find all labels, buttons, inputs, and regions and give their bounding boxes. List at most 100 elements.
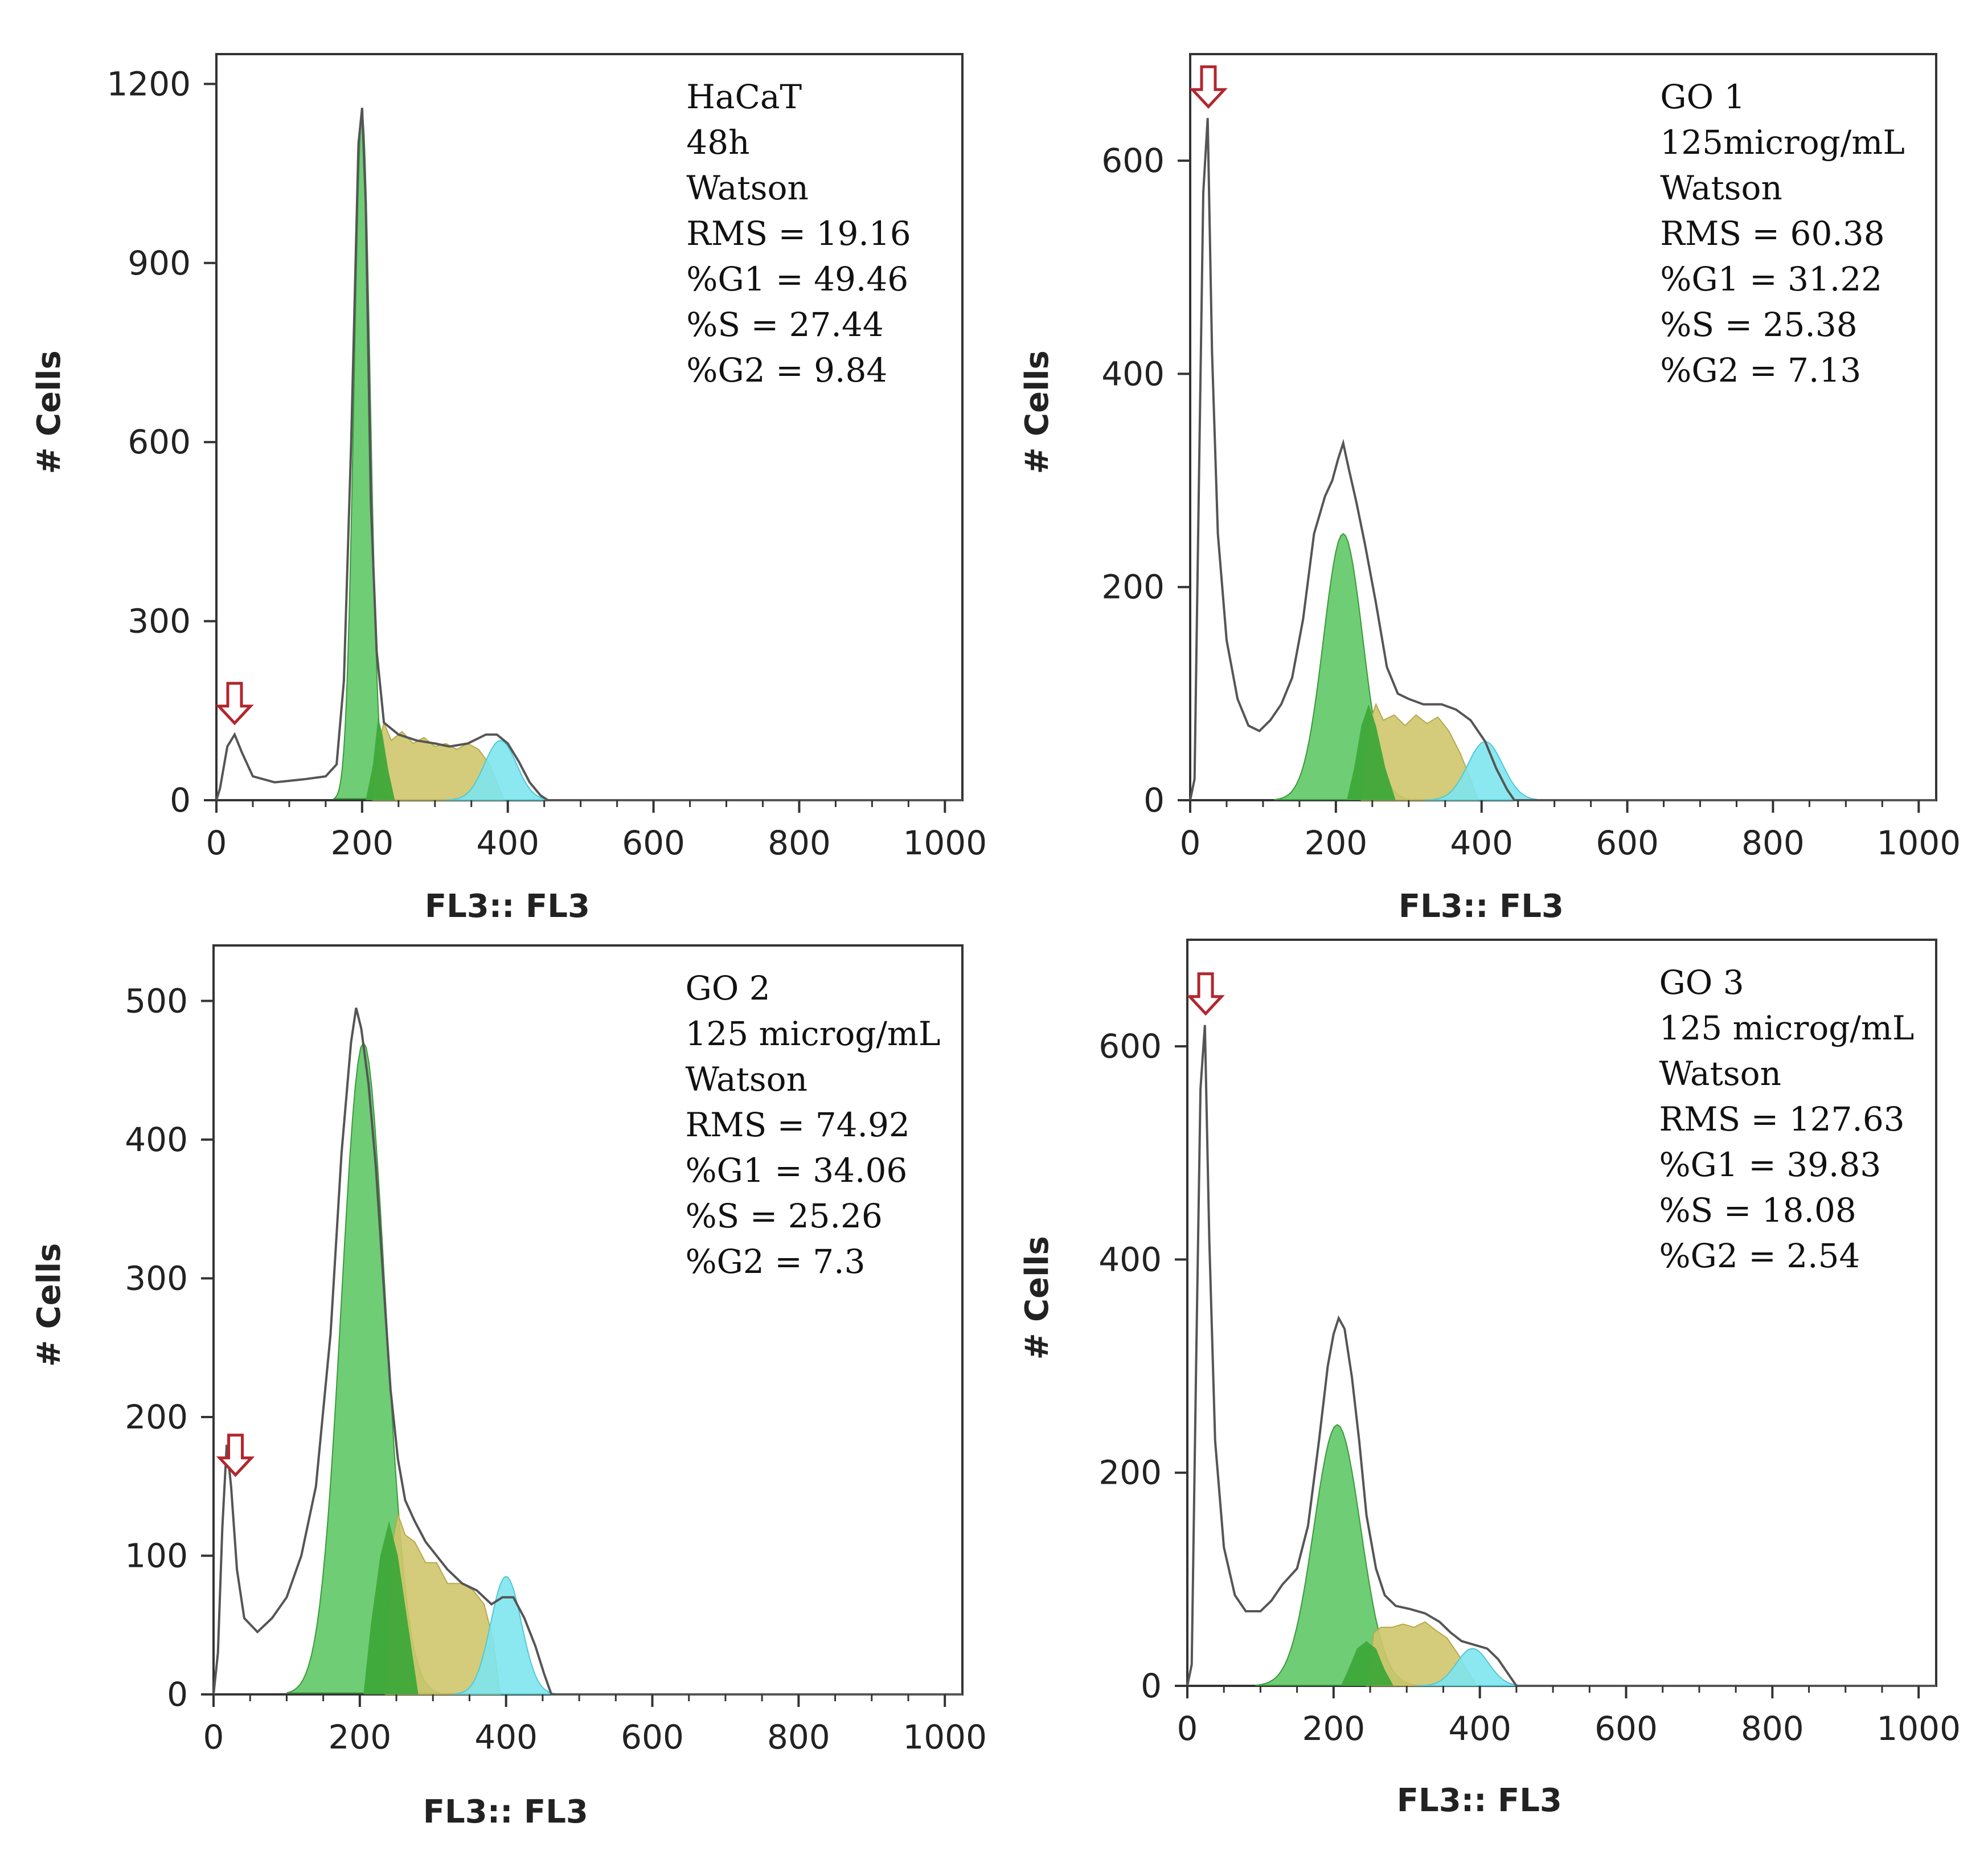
- y-tick-label: 0: [170, 781, 191, 820]
- stats-annotation-line: GO 2: [685, 969, 770, 1008]
- y-tick-label: 0: [167, 1675, 188, 1714]
- debris-arrow-icon: [215, 682, 254, 726]
- x-tick-label: 200: [1302, 1709, 1365, 1748]
- g1-s-overlap-area: [1341, 1641, 1394, 1686]
- g1-s-overlap-area: [1347, 704, 1396, 800]
- histogram-outline: [212, 1008, 962, 1696]
- stats-annotation-line: %S = 18.08: [1659, 1191, 1856, 1230]
- x-tick-label: 600: [622, 824, 685, 862]
- stats-annotation-line: %G1 = 34.06: [685, 1151, 907, 1190]
- x-axis-label: FL3:: FL3: [1397, 1782, 1562, 1819]
- stats-annotation-line: GO 1: [1660, 77, 1745, 116]
- y-tick-label: 0: [1143, 781, 1165, 820]
- x-axis-label: FL3:: FL3: [425, 888, 590, 925]
- x-tick-label: 400: [1448, 1709, 1511, 1748]
- g2-phase-area: [444, 740, 557, 801]
- x-tick-label: 400: [1450, 824, 1513, 862]
- x-tick-label: 1000: [903, 1718, 987, 1756]
- histogram-outline: [1186, 1025, 1936, 1687]
- y-tick-label: 400: [125, 1120, 188, 1159]
- stats-annotation-line: Watson: [1659, 1054, 1781, 1093]
- y-tick-label: 100: [125, 1536, 188, 1575]
- x-tick-label: 800: [767, 1718, 830, 1756]
- histogram-outline: [1189, 118, 1936, 801]
- x-tick-label: 600: [1595, 1709, 1658, 1748]
- stats-annotation-line: %G2 = 2.54: [1659, 1236, 1860, 1275]
- stats-annotation-line: RMS = 19.16: [686, 214, 911, 253]
- x-tick-label: 200: [1305, 824, 1368, 862]
- debris-arrow-icon: [216, 1434, 255, 1477]
- stats-annotation-line: Watson: [1660, 169, 1782, 207]
- x-tick-label: 0: [1180, 824, 1201, 862]
- histogram-outline: [215, 108, 962, 801]
- y-tick-label: 500: [125, 981, 188, 1020]
- plot-frame: [215, 53, 964, 801]
- y-tick-label: 1200: [106, 64, 191, 103]
- y-axis-label: # Cells: [1019, 1236, 1056, 1360]
- y-tick-label: 900: [128, 244, 191, 282]
- stats-annotation-line: RMS = 74.92: [685, 1105, 909, 1144]
- stats-annotation-line: %S = 25.26: [685, 1197, 882, 1235]
- y-tick-label: 300: [128, 602, 191, 641]
- y-axis-label: # Cells: [31, 1243, 68, 1367]
- stats-annotation-line: HaCaT: [686, 77, 802, 116]
- x-tick-label: 200: [331, 824, 394, 862]
- g1-s-overlap-area: [366, 716, 395, 800]
- stats-annotation-line: %G2 = 9.84: [686, 351, 887, 390]
- plot-frame: [1189, 53, 1937, 801]
- plot-frame: [1186, 939, 1937, 1687]
- x-tick-label: 800: [1741, 824, 1805, 862]
- y-tick-label: 400: [1101, 354, 1165, 393]
- x-tick-label: 200: [328, 1718, 391, 1756]
- x-tick-label: 1000: [903, 824, 987, 862]
- y-axis-label: # Cells: [1019, 350, 1056, 474]
- stats-annotation-line: GO 3: [1659, 963, 1744, 1002]
- stats-annotation-line: RMS = 60.38: [1660, 214, 1884, 253]
- y-tick-label: 400: [1098, 1240, 1162, 1279]
- stats-annotation-line: Watson: [685, 1060, 808, 1099]
- g1-s-overlap-area: [363, 1521, 419, 1694]
- x-tick-label: 1000: [1876, 824, 1961, 862]
- x-tick-label: 800: [768, 824, 831, 862]
- x-tick-label: 1000: [1876, 1709, 1961, 1748]
- stats-annotation-line: %S = 25.38: [1660, 305, 1857, 344]
- stats-annotation-line: 48h: [686, 123, 749, 162]
- x-tick-label: 0: [206, 824, 227, 862]
- y-tick-label: 600: [128, 423, 191, 461]
- debris-arrow-icon: [1186, 972, 1225, 1016]
- stats-annotation-line: RMS = 127.63: [1659, 1100, 1904, 1139]
- x-tick-label: 800: [1741, 1709, 1804, 1748]
- y-tick-label: 200: [125, 1398, 188, 1436]
- y-tick-label: 600: [1098, 1027, 1162, 1066]
- x-axis-label: FL3:: FL3: [1399, 888, 1564, 925]
- y-tick-label: 200: [1098, 1453, 1162, 1492]
- x-tick-label: 400: [476, 824, 539, 862]
- x-tick-label: 600: [1596, 824, 1659, 862]
- x-tick-label: 0: [1177, 1709, 1198, 1748]
- x-axis-label: FL3:: FL3: [423, 1794, 588, 1831]
- stats-annotation-line: 125 microg/mL: [685, 1014, 940, 1053]
- stats-annotation-line: %G1 = 49.46: [686, 260, 908, 298]
- g2-phase-area: [452, 1575, 560, 1695]
- g2-phase-area: [1416, 1648, 1529, 1686]
- y-tick-label: 300: [125, 1259, 188, 1297]
- stats-annotation-line: 125microg/mL: [1660, 123, 1905, 162]
- y-tick-label: 600: [1101, 141, 1165, 180]
- stats-annotation-line: 125 microg/mL: [1659, 1009, 1914, 1047]
- y-axis-label: # Cells: [31, 350, 68, 474]
- y-tick-label: 200: [1101, 568, 1165, 607]
- x-tick-label: 0: [203, 1718, 224, 1756]
- stats-annotation-line: %G2 = 7.13: [1660, 351, 1861, 390]
- stats-annotation-line: Watson: [686, 169, 809, 207]
- stats-annotation-line: %G1 = 39.83: [1659, 1145, 1881, 1184]
- stats-annotation-line: %S = 27.44: [686, 305, 883, 344]
- y-tick-label: 0: [1141, 1666, 1162, 1705]
- stats-annotation-line: %G1 = 31.22: [1660, 260, 1882, 298]
- x-tick-label: 600: [621, 1718, 684, 1756]
- stats-annotation-line: %G2 = 7.3: [685, 1242, 865, 1281]
